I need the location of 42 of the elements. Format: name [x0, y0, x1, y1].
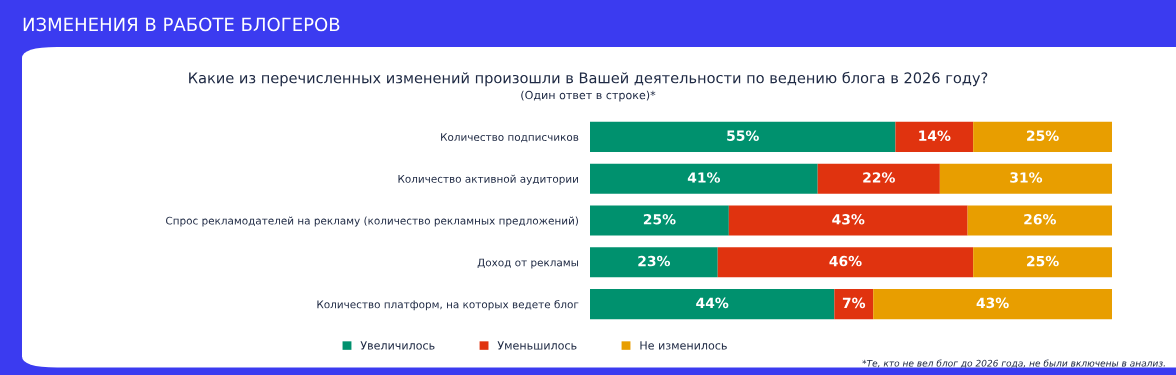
chart-subtitle: Какие из перечисленных изменений произошли в Вашей деятельности по ведению блога в 2026 году?	[189, 71, 988, 87]
y-tick-label: Доход от рекламы	[477, 258, 578, 269]
bar	[590, 289, 835, 320]
data-label: 14%	[919, 130, 951, 141]
bar	[717, 247, 974, 278]
bar	[873, 289, 1112, 320]
text: *Те, кто не вел блог до 2026 года, не были включены в анализ.	[862, 359, 1165, 368]
legend-label: Не изменилось	[640, 341, 727, 350]
bar	[834, 289, 874, 320]
data-label: 55%	[727, 130, 759, 141]
data-label: 43%	[976, 297, 1009, 309]
bar	[895, 121, 974, 152]
data-label: 23%	[638, 255, 671, 267]
data-label: 22%	[863, 172, 895, 183]
data-label: 46%	[829, 255, 862, 267]
bar	[590, 163, 818, 194]
bar	[590, 205, 729, 236]
y-tick-label: Количество активной аудитории	[398, 174, 578, 185]
y-tick-label: Количество платформ, на которых ведете блог	[317, 300, 579, 311]
text: ИЗМЕНЕНИЯ В РАБОТЕ БЛОГЕРОВ	[23, 17, 340, 32]
y-tick-label: Количество подписчиков	[441, 133, 579, 143]
data-label: 44%	[696, 297, 729, 309]
text: (Один ответ в строке)*	[521, 90, 656, 102]
bar	[590, 121, 896, 152]
data-label: 26%	[1024, 214, 1056, 225]
bar	[590, 247, 718, 278]
data-label: 7%	[842, 297, 866, 309]
bar	[728, 205, 968, 236]
bar	[967, 205, 1112, 236]
data-label: 31%	[1010, 172, 1043, 183]
data-label: 43%	[832, 214, 865, 225]
legend-label: Уменьшилось	[497, 341, 577, 350]
bar	[939, 163, 1112, 194]
data-label: 25%	[1027, 130, 1059, 141]
y-tick-label: Спрос рекламодателей на рекламу (количество рекламных предложений)	[166, 216, 578, 227]
data-label: 25%	[643, 214, 676, 225]
data-label: 41%	[687, 172, 721, 183]
bar	[973, 247, 1112, 278]
bar	[817, 163, 940, 194]
data-label: 25%	[1027, 255, 1059, 267]
legend-label: Увеличилось	[360, 341, 435, 350]
bar	[973, 121, 1112, 152]
